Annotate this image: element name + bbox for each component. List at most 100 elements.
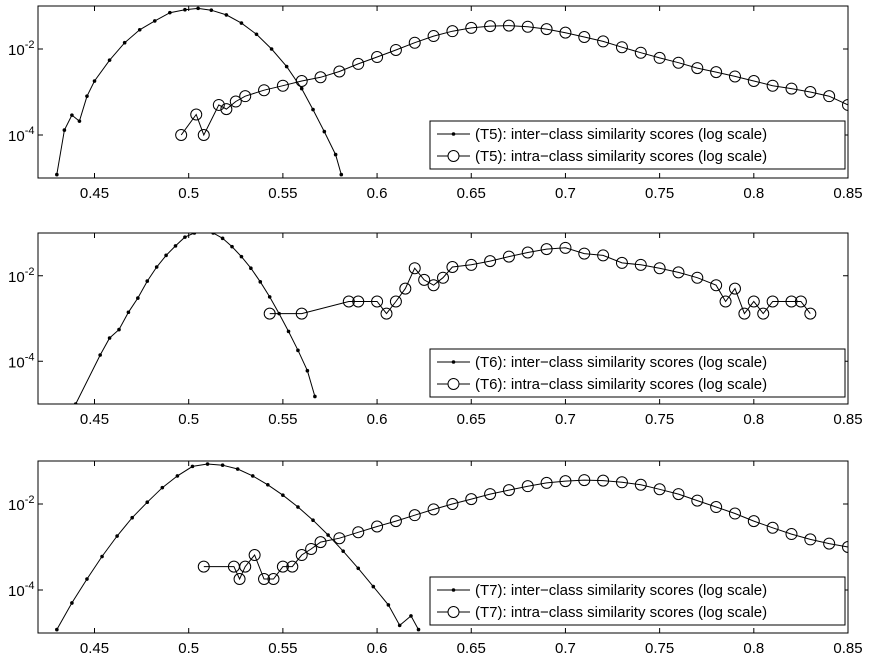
- data-point-intra: [710, 501, 723, 514]
- data-point-inter: [254, 32, 259, 37]
- data-point-intra: [615, 256, 628, 269]
- data-point-inter: [220, 236, 225, 241]
- data-point-intra: [785, 82, 798, 95]
- data-point-intra: [672, 488, 685, 501]
- data-point-inter: [209, 8, 214, 12]
- data-point-intra: [197, 129, 210, 141]
- series-line-intra: [203, 479, 848, 581]
- chart-panel-2: 0.45 0.5 0.55 0.6 0.65 0.7 0.75 0.8 0.85 10-2 10-4…: [8, 232, 863, 428]
- data-point-intra: [371, 520, 384, 533]
- x-tick-label: 0.7: [555, 640, 576, 657]
- data-point-intra: [314, 536, 327, 549]
- data-point-intra: [427, 503, 440, 516]
- data-point-inter: [126, 310, 131, 315]
- data-point-intra: [484, 255, 497, 268]
- x-tick-label: 0.5: [178, 411, 199, 428]
- data-point-intra: [248, 549, 261, 562]
- data-point-intra: [263, 307, 276, 320]
- legend-marker-circle: [447, 378, 460, 390]
- legend-label: (T7): intra−class similarity scores (log…: [475, 604, 767, 621]
- x-tick-label: 0.5: [178, 640, 199, 657]
- data-point-inter: [230, 244, 234, 249]
- x-tick-label: 0.8: [743, 185, 764, 202]
- data-point-inter: [267, 295, 272, 299]
- data-point-intra: [314, 71, 327, 84]
- data-point-intra: [267, 573, 280, 586]
- data-point-intra: [258, 573, 271, 586]
- legend: (T6): inter−class similarity scores (log…: [429, 348, 846, 398]
- data-point-inter: [107, 336, 112, 340]
- data-point-inter: [77, 119, 82, 123]
- data-point-inter: [145, 279, 150, 283]
- data-point-inter: [409, 614, 413, 618]
- data-point-inter: [92, 79, 97, 83]
- legend-label: (T5): intra−class similarity scores (log…: [475, 148, 767, 165]
- legend-marker-circle: [447, 150, 460, 162]
- data-point-intra: [502, 19, 515, 32]
- data-point-inter: [239, 254, 244, 259]
- data-point-intra: [540, 476, 553, 489]
- data-point-intra: [634, 46, 647, 59]
- data-point-intra: [710, 66, 723, 79]
- data-point-intra: [766, 79, 779, 92]
- data-point-inter: [286, 329, 291, 334]
- y-tick-label: 10-4: [8, 125, 34, 145]
- data-point-intra: [578, 247, 591, 260]
- data-point-intra: [691, 271, 704, 284]
- series-line-inter: [56, 463, 419, 630]
- data-point-intra: [634, 478, 647, 491]
- data-point-intra: [757, 307, 770, 320]
- x-tick-label: 0.7: [555, 185, 576, 202]
- data-point-intra: [747, 75, 760, 88]
- data-point-intra: [710, 279, 723, 292]
- data-point-intra: [597, 474, 610, 487]
- data-point-inter: [152, 19, 157, 23]
- data-point-intra: [719, 295, 732, 308]
- data-point-intra: [239, 560, 252, 573]
- data-point-inter: [190, 464, 195, 469]
- data-point-intra: [728, 282, 741, 295]
- data-point-intra: [804, 533, 817, 546]
- data-point-inter: [341, 549, 345, 553]
- data-point-intra: [220, 103, 233, 116]
- data-point-intra: [785, 528, 798, 541]
- x-tick-label: 0.6: [367, 411, 388, 428]
- data-point-intra: [597, 249, 610, 262]
- data-point-inter: [220, 463, 225, 467]
- data-point-intra: [437, 271, 449, 284]
- data-point-intra: [804, 307, 817, 320]
- legend-marker-circle: [447, 606, 460, 618]
- data-point-intra: [521, 20, 534, 33]
- x-tick-label: 0.85: [833, 411, 862, 428]
- data-point-intra: [427, 279, 440, 292]
- data-point-intra: [352, 295, 365, 308]
- data-point-inter: [100, 554, 104, 559]
- data-point-inter: [416, 627, 421, 632]
- data-point-inter: [115, 534, 119, 538]
- data-point-inter: [122, 40, 127, 45]
- data-point-intra: [823, 90, 836, 103]
- data-point-intra: [446, 498, 459, 510]
- data-point-inter: [160, 485, 165, 490]
- data-point-inter: [296, 505, 300, 509]
- data-point-inter: [183, 7, 187, 12]
- data-point-intra: [371, 51, 384, 64]
- data-point-intra: [212, 98, 225, 111]
- data-point-intra: [305, 542, 318, 555]
- data-point-intra: [766, 295, 779, 308]
- data-point-inter: [311, 518, 315, 523]
- data-point-intra: [747, 295, 760, 308]
- data-point-inter: [235, 467, 240, 471]
- data-point-intra: [747, 515, 760, 528]
- x-tick-label: 0.75: [645, 640, 674, 657]
- y-tick-label: 10-4: [8, 351, 34, 371]
- data-point-inter: [305, 368, 310, 373]
- data-point-inter: [258, 280, 263, 284]
- data-point-inter: [281, 493, 285, 498]
- x-tick-label: 0.55: [268, 640, 297, 657]
- data-point-intra: [653, 51, 666, 64]
- data-point-inter: [107, 58, 112, 62]
- data-point-intra: [615, 41, 628, 54]
- legend-label: (T6): inter−class similarity scores (log…: [475, 354, 767, 371]
- data-point-inter: [296, 348, 300, 353]
